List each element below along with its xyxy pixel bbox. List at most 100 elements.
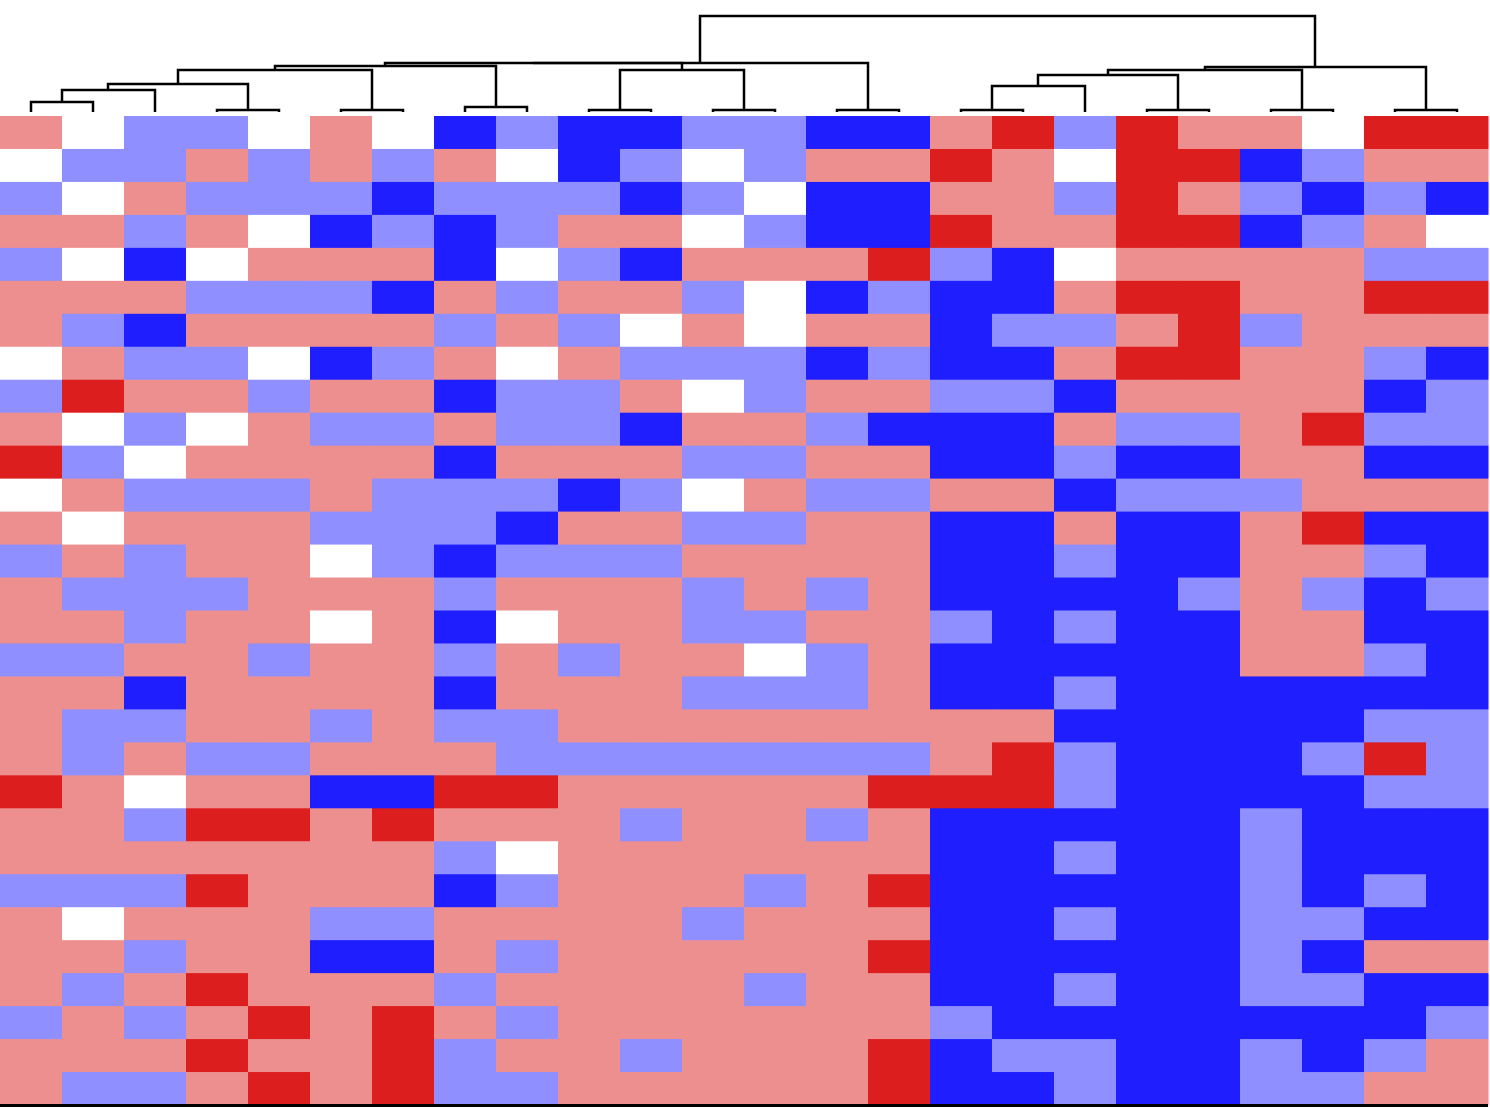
heatmap-cell (1178, 1006, 1241, 1040)
heatmap-cell (1178, 1072, 1241, 1106)
heatmap-cell (1302, 1006, 1365, 1040)
heatmap-cell (496, 841, 559, 875)
heatmap-cell (434, 610, 497, 644)
heatmap-cell (124, 940, 187, 974)
heatmap-cell (558, 907, 621, 941)
heatmap-cell (62, 973, 125, 1007)
heatmap (0, 116, 1489, 1106)
heatmap-cell (248, 511, 311, 546)
heatmap-cell (930, 313, 993, 348)
heatmap-cell (496, 379, 559, 414)
heatmap-cell (1054, 577, 1117, 611)
heatmap-cell (1178, 577, 1241, 611)
heatmap-cell (1302, 1072, 1365, 1106)
heatmap-cell (0, 1006, 63, 1040)
heatmap-cell (558, 346, 621, 381)
heatmap-cell (1240, 214, 1303, 249)
heatmap-cell (992, 181, 1055, 216)
heatmap-cell (124, 841, 187, 875)
heatmap-cell (1054, 1039, 1117, 1073)
heatmap-cell (558, 511, 621, 546)
heatmap-cell (806, 841, 869, 875)
heatmap-cell (310, 1039, 373, 1073)
heatmap-cell (1302, 643, 1365, 677)
heatmap-cell (992, 676, 1055, 710)
heatmap-cell (310, 940, 373, 974)
heatmap-cell (434, 808, 497, 842)
heatmap-cell (806, 577, 869, 611)
heatmap-cell (744, 214, 807, 249)
heatmap-cell (124, 1072, 187, 1106)
heatmap-cell (1116, 709, 1179, 743)
heatmap-cell (992, 940, 1055, 974)
heatmap-cell (744, 511, 807, 546)
heatmap-cell (1116, 544, 1179, 579)
heatmap-cell (496, 1072, 559, 1106)
heatmap-cell (1240, 610, 1303, 644)
heatmap-cell (1364, 676, 1427, 710)
heatmap-cell (124, 643, 187, 677)
heatmap-cell (558, 116, 621, 150)
heatmap-cell (310, 313, 373, 348)
heatmap-cell (62, 445, 125, 480)
heatmap-cell (1426, 775, 1489, 809)
heatmap-cell (558, 775, 621, 809)
heatmap-cell (372, 940, 435, 974)
heatmap-cell (310, 808, 373, 842)
heatmap-cell (620, 148, 683, 183)
heatmap-cell (992, 808, 1055, 842)
heatmap-cell (1302, 148, 1365, 183)
heatmap-cell (558, 544, 621, 579)
heatmap-cell (1178, 544, 1241, 579)
heatmap-cell (1302, 973, 1365, 1007)
heatmap-cell (868, 511, 931, 546)
heatmap-cell (868, 1039, 931, 1073)
heatmap-cell (0, 478, 63, 513)
heatmap-cell (806, 808, 869, 842)
heatmap-cell (1240, 709, 1303, 743)
heatmap-cell (186, 610, 249, 644)
heatmap-cell (0, 973, 63, 1007)
heatmap-cell (930, 544, 993, 579)
heatmap-cell (868, 808, 931, 842)
heatmap-cell (1426, 907, 1489, 941)
heatmap-cell (124, 676, 187, 710)
heatmap-cell (496, 445, 559, 480)
heatmap-cell (496, 808, 559, 842)
dendrogram-link (835, 108, 901, 112)
heatmap-cell (1178, 1039, 1241, 1073)
heatmap-cell (558, 643, 621, 677)
heatmap-cell (1302, 116, 1365, 150)
heatmap-cell (62, 775, 125, 809)
heatmap-cell (620, 346, 683, 381)
heatmap-cell (124, 1006, 187, 1040)
heatmap-cell (992, 544, 1055, 579)
heatmap-cell (744, 148, 807, 183)
heatmap-cell (186, 313, 249, 348)
heatmap-cell (806, 907, 869, 941)
heatmap-cell (1364, 247, 1427, 282)
heatmap-cell (868, 577, 931, 611)
heatmap-cell (124, 973, 187, 1007)
heatmap-cell (1116, 214, 1179, 249)
heatmap-cell (930, 940, 993, 974)
heatmap-cell (1054, 676, 1117, 710)
heatmap-cell (186, 973, 249, 1007)
heatmap-cell (1240, 841, 1303, 875)
heatmap-cell (558, 742, 621, 776)
heatmap-cell (62, 478, 125, 513)
heatmap-cell (1240, 940, 1303, 974)
heatmap-cell (744, 841, 807, 875)
heatmap-cell (1054, 280, 1117, 315)
heatmap-cell (0, 511, 63, 546)
heatmap-cell (496, 511, 559, 546)
heatmap-cell (1240, 808, 1303, 842)
heatmap-cell (434, 1072, 497, 1106)
heatmap-cell (434, 1039, 497, 1073)
heatmap-cell (806, 973, 869, 1007)
heatmap-cell (992, 643, 1055, 677)
heatmap-cell (434, 841, 497, 875)
heatmap-cell (186, 808, 249, 842)
heatmap-cell (372, 643, 435, 677)
